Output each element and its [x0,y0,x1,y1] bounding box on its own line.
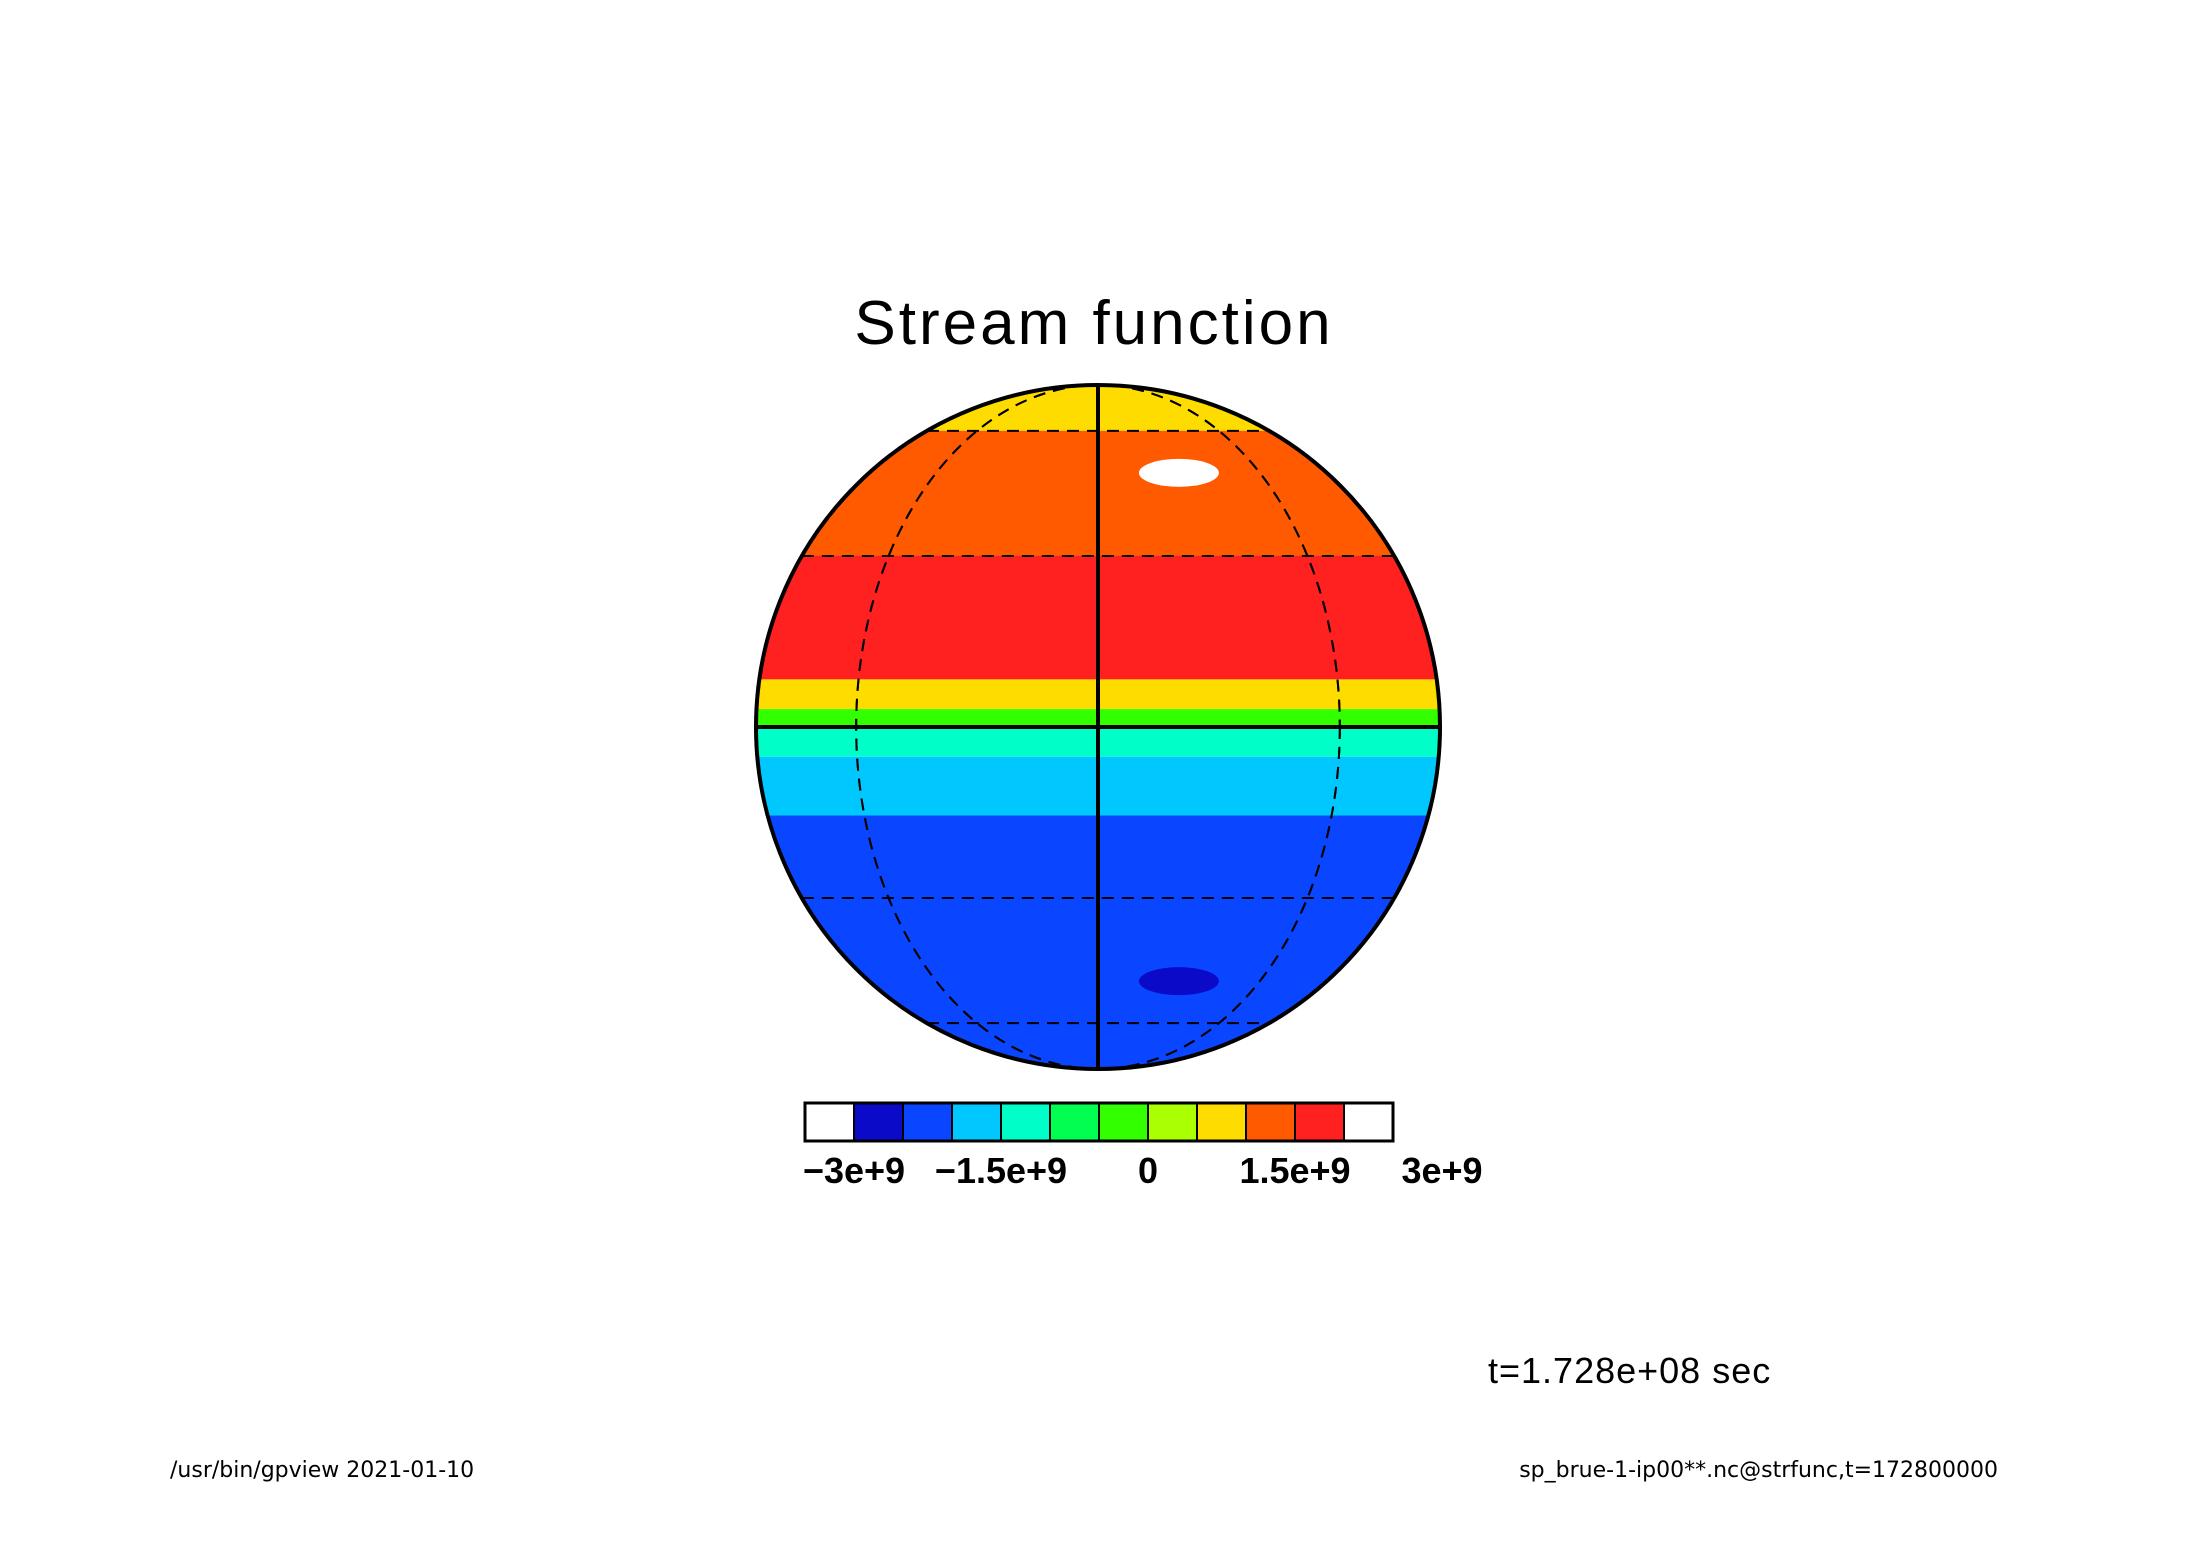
colorbar-swatch-4 [1000,1102,1051,1142]
colorbar-swatch-9 [1245,1102,1296,1142]
colorbar-swatch-2 [902,1102,953,1142]
colorbar-tick-label: 1.5e+9 [1239,1150,1351,1191]
colorbar-frame [803,1101,1395,1143]
globe-outline [754,383,1442,1071]
colorbar-swatch-5 [1049,1102,1100,1142]
colorbar-swatch-8 [1196,1102,1247,1142]
colorbar-tick-label: 0 [1137,1150,1159,1191]
colorbar-tick-label: 3e+9 [1401,1150,1483,1191]
colorbar-swatch-10 [1294,1102,1345,1142]
colorbar-swatch-3 [951,1102,1002,1142]
field-extremum-0 [1138,458,1219,487]
colorbar-tick-label: −1.5e+9 [934,1150,1068,1191]
chart-title: Stream function [854,289,1334,358]
footer-data-source: sp_brue-1-ip00**.nc@strfunc,t=172800000 [1519,1458,1998,1483]
colorbar-swatch-0 [804,1102,855,1142]
colorbar-swatch-1 [853,1102,904,1142]
time-label: t=1.728e+08 sec [1488,1350,1772,1391]
field-extremum-1 [1138,967,1219,996]
colorbar-swatch-6 [1098,1102,1149,1142]
footer-program-date: /usr/bin/gpview 2021-01-10 [170,1458,475,1483]
colorbar-tick-label: −3e+9 [802,1150,906,1191]
colorbar-swatch-11 [1343,1102,1394,1142]
colorbar-swatch-7 [1147,1102,1198,1142]
